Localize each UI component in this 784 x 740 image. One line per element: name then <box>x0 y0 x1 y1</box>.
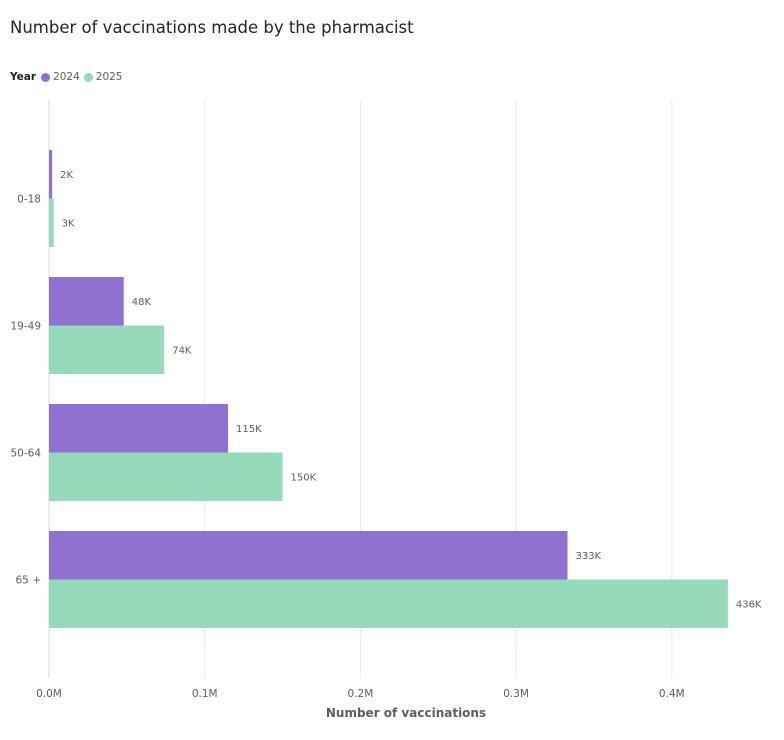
bar-1949-2025[interactable] <box>49 325 165 375</box>
data-labels: 2K 3K 48K 74K 115K 150K 333K 436K <box>60 170 762 611</box>
y-axis: 0-18 19-49 50-64 65 + <box>10 194 41 587</box>
data-label: 48K <box>132 297 152 308</box>
legend-item-2025[interactable]: 2025 <box>83 71 123 83</box>
bar-018-2025[interactable] <box>49 198 54 248</box>
data-label: 3K <box>62 218 75 229</box>
data-label: 436K <box>736 599 762 610</box>
data-label: 333K <box>575 551 601 562</box>
legend-dot-2025-icon <box>83 72 93 82</box>
y-tick-label: 0-18 <box>17 194 41 206</box>
legend-item-2024[interactable]: 2024 <box>41 71 80 83</box>
y-tick-label: 19-49 <box>10 321 41 333</box>
x-tick-label: 0.4M <box>659 688 685 700</box>
bars <box>49 150 728 628</box>
bar-1949-2024[interactable] <box>49 277 124 326</box>
x-tick-label: 0.1M <box>192 688 218 700</box>
data-label: 74K <box>172 345 192 356</box>
legend-dot-2024-icon <box>41 72 51 82</box>
bar-018-2024[interactable] <box>49 150 53 199</box>
x-tick-label: 0.3M <box>503 688 529 700</box>
x-tick-label: 0.2M <box>348 688 374 700</box>
legend-title: Year <box>10 71 37 83</box>
chart-title: Number of vaccinations made by the pharm… <box>10 18 414 37</box>
x-axis-title: Number of vaccinations <box>326 706 486 720</box>
bar-5064-2024[interactable] <box>49 404 229 453</box>
data-label: 2K <box>60 170 73 181</box>
legend: Year 2024 2025 <box>10 71 127 83</box>
x-tick-label: 0.0M <box>36 688 62 700</box>
bar-65-2024[interactable] <box>49 531 568 580</box>
data-label: 115K <box>236 424 262 435</box>
legend-label-2024: 2024 <box>53 71 80 83</box>
y-tick-label: 65 + <box>16 575 42 587</box>
y-tick-label: 50-64 <box>10 448 41 460</box>
data-label: 150K <box>291 472 317 483</box>
bar-5064-2025[interactable] <box>49 452 283 502</box>
legend-label-2025: 2025 <box>95 71 123 83</box>
x-axis: 0.0M 0.1M 0.2M 0.3M 0.4M <box>36 688 685 700</box>
bar-65-2025[interactable] <box>49 579 728 629</box>
